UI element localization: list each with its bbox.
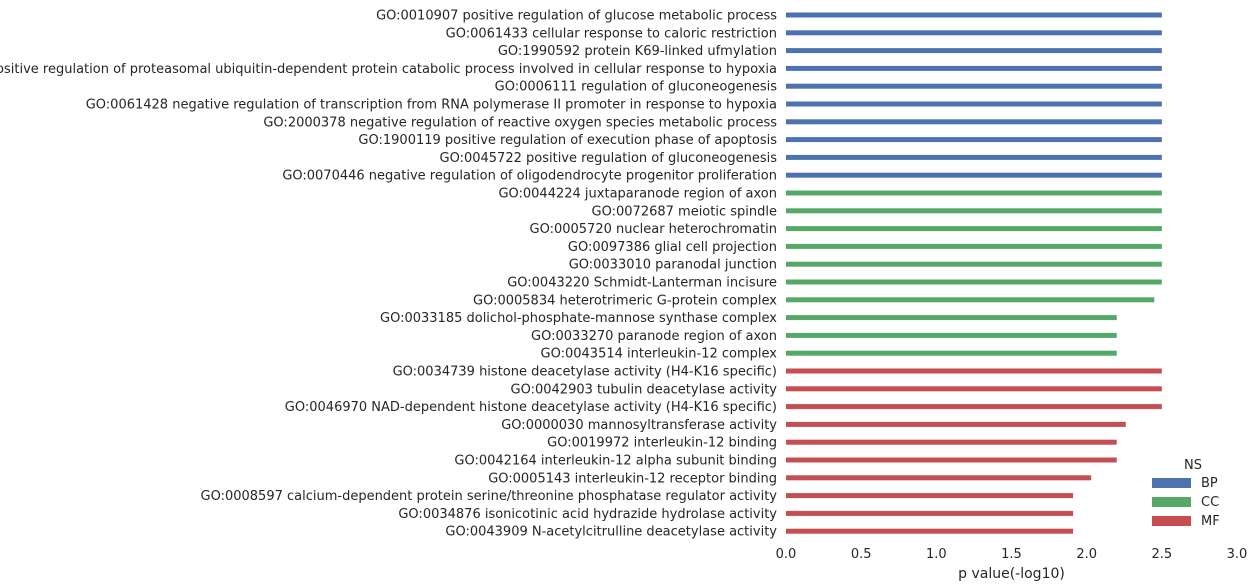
category-label: GO:0000030 mannosyltransferase activity (501, 418, 777, 433)
bar-bp (786, 65, 1162, 71)
category-label: GO:0061433 cellular response to caloric … (446, 26, 777, 41)
legend-swatch-cc (1152, 497, 1191, 507)
category-label: GO:2000378 negative regulation of reacti… (263, 115, 777, 130)
category-label: GO:2000777 positive regulation of protea… (0, 62, 777, 77)
category-label: GO:1900119 positive regulation of execut… (358, 133, 777, 148)
legend-title: NS (1184, 458, 1202, 473)
x-tick-label: 0.0 (776, 547, 797, 562)
bar-cc (786, 243, 1162, 249)
category-label: GO:0070446 negative regulation of oligod… (282, 169, 777, 184)
category-label: GO:0097386 glial cell projection (568, 240, 777, 255)
category-label: GO:0019972 interleukin-12 binding (547, 436, 777, 451)
category-label: GO:0046970 NAD-dependent histone deacety… (285, 400, 777, 415)
category-label: GO:0005720 nuclear heterochromatin (530, 222, 778, 237)
bar-cc (786, 350, 1117, 356)
bar-cc (786, 190, 1162, 196)
bar-bp (786, 119, 1162, 125)
category-labels-layer: GO:0010907 positive regulation of glucos… (0, 9, 777, 540)
category-label: GO:0005834 heterotrimeric G-protein comp… (473, 293, 777, 308)
category-label: GO:1990592 protein K69-linked ufmylation (498, 44, 777, 59)
category-label: GO:0043514 interleukin-12 complex (541, 347, 778, 362)
category-label: GO:0005143 interleukin-12 receptor bindi… (488, 471, 777, 486)
category-label: GO:0042903 tubulin deacetylase activity (511, 382, 778, 397)
bar-bp (786, 172, 1162, 178)
bar-mf (786, 386, 1162, 392)
category-label: GO:0043909 N-acetylcitrulline deacetylas… (445, 525, 777, 540)
bar-cc (786, 226, 1162, 232)
bar-cc (786, 261, 1162, 267)
bar-mf (786, 528, 1074, 534)
bar-cc (786, 279, 1162, 285)
bar-mf (786, 457, 1117, 463)
category-label: GO:0008597 calcium-dependent protein ser… (201, 489, 778, 504)
x-tick-label: 2.5 (1151, 547, 1172, 562)
bar-cc (786, 297, 1155, 303)
x-axis: 0.0 0.5 1.0 1.5 2.0 2.5 3.0 (776, 547, 1248, 562)
bar-cc (786, 332, 1117, 338)
category-label: GO:0072687 meiotic spindle (592, 204, 777, 219)
bar-cc (786, 208, 1162, 214)
bar-mf (786, 421, 1126, 427)
bar-mf (786, 493, 1074, 499)
category-label: GO:0034739 histone deacetylase activity … (393, 365, 777, 380)
legend-swatch-bp (1152, 478, 1191, 488)
category-label: GO:0044224 juxtaparanode region of axon (498, 187, 777, 202)
category-label: GO:0045722 positive regulation of glucon… (440, 151, 778, 166)
bar-bp (786, 101, 1162, 107)
x-tick-label: 0.5 (851, 547, 872, 562)
category-label: GO:0034876 isonicotinic acid hydrazide h… (398, 507, 777, 522)
bars-layer (786, 12, 1162, 534)
category-label: GO:0006111 regulation of gluconeogenesis (495, 80, 778, 95)
legend: NS BP CC MF (1152, 458, 1220, 529)
legend-label-bp: BP (1201, 476, 1218, 491)
category-label: GO:0042164 interleukin-12 alpha subunit … (454, 454, 777, 469)
bar-bp (786, 30, 1162, 36)
bar-bp (786, 154, 1162, 160)
bar-bp (786, 48, 1162, 54)
bar-mf (786, 475, 1092, 481)
bar-mf (786, 368, 1162, 374)
category-label: GO:0010907 positive regulation of glucos… (376, 9, 777, 24)
bar-cc (786, 315, 1117, 321)
legend-label-mf: MF (1201, 514, 1220, 529)
x-tick-label: 1.5 (1001, 547, 1022, 562)
x-tick-label: 1.0 (926, 547, 947, 562)
bar-mf (786, 510, 1074, 516)
legend-label-cc: CC (1201, 495, 1219, 510)
x-tick-label: 2.0 (1076, 547, 1097, 562)
legend-swatch-mf (1152, 516, 1191, 526)
bar-mf (786, 404, 1162, 410)
category-label: GO:0043220 Schmidt-Lanterman incisure (507, 276, 777, 291)
category-label: GO:0061428 negative regulation of transc… (86, 98, 777, 113)
category-label: GO:0033010 paranodal junction (569, 258, 777, 273)
x-axis-label: p value(-log10) (958, 566, 1065, 582)
x-tick-label: 3.0 (1227, 547, 1248, 562)
bar-bp (786, 83, 1162, 89)
category-label: GO:0033270 paranode region of axon (531, 329, 777, 344)
bar-bp (786, 12, 1162, 18)
bar-bp (786, 137, 1162, 143)
category-label: GO:0033185 dolichol-phosphate-mannose sy… (380, 311, 777, 326)
bar-mf (786, 439, 1117, 445)
